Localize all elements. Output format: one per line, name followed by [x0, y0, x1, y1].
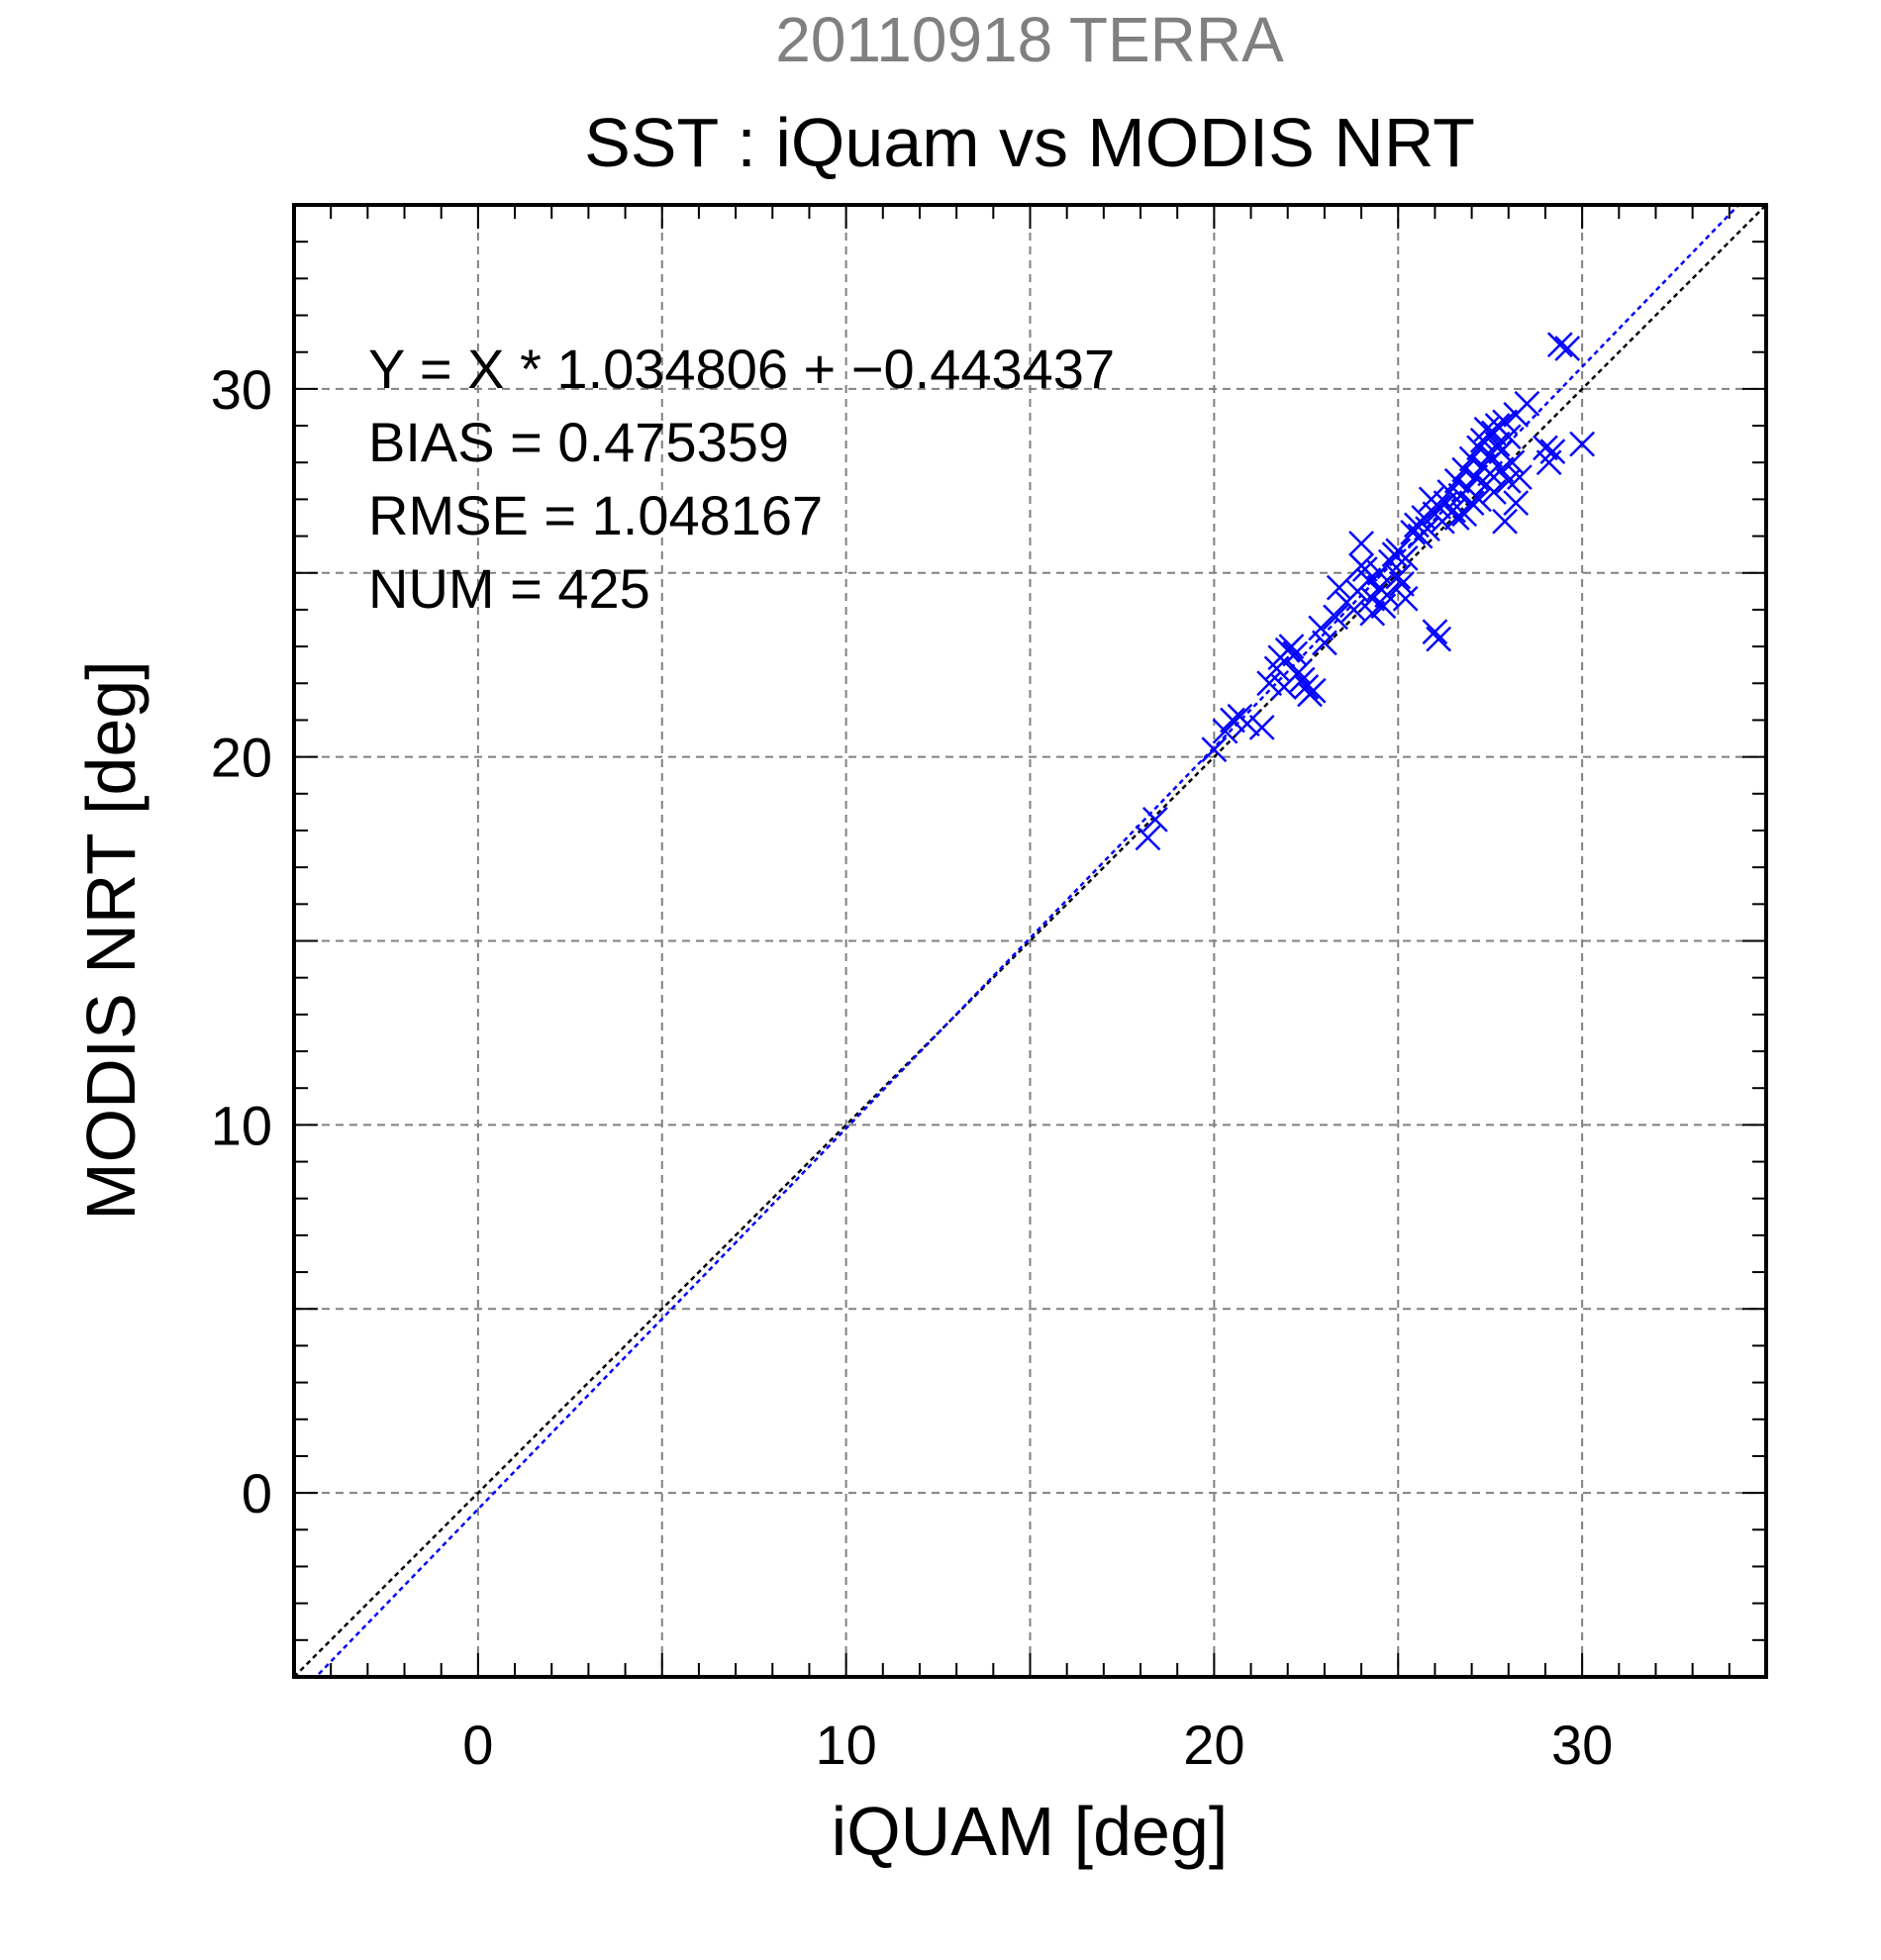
data-point: [1451, 456, 1478, 483]
data-point: [1503, 490, 1530, 517]
data-point: [1278, 634, 1305, 659]
data-point: [1348, 531, 1374, 556]
data-point: [1256, 670, 1283, 697]
chart-subtitle: 20110918 TERRA: [775, 4, 1284, 75]
y-axis-label: MODIS NRT [deg]: [72, 660, 149, 1220]
data-point: [1312, 630, 1337, 656]
data-point: [1462, 464, 1489, 490]
data-point: [1488, 456, 1515, 483]
data-point: [1546, 332, 1573, 358]
data-point: [1507, 464, 1533, 490]
data-point: [1569, 431, 1596, 457]
data-point: [1400, 519, 1427, 545]
data-point: [1499, 449, 1526, 476]
data-point: [1492, 409, 1518, 436]
stats-num: NUM = 425: [368, 557, 650, 620]
data-point: [1533, 435, 1558, 461]
grid: [294, 205, 1766, 1677]
data-point: [1285, 659, 1312, 686]
data-point: [1426, 493, 1452, 520]
data-point: [1539, 439, 1566, 464]
data-point: [1359, 600, 1386, 627]
y-tick-label: 10: [211, 1094, 272, 1156]
x-tick-label: 30: [1551, 1714, 1613, 1776]
stats-rmse: RMSE = 1.048167: [368, 484, 823, 546]
chart-title: SST : iQuam vs MODIS NRT: [584, 104, 1475, 181]
data-point: [1443, 467, 1470, 494]
data-point: [1415, 516, 1440, 542]
data-point: [1308, 615, 1335, 641]
y-tick-labels: 0 10 20 30: [211, 358, 272, 1524]
data-point: [1135, 825, 1161, 851]
y-tick-label: 30: [211, 358, 272, 421]
data-point: [1300, 677, 1327, 704]
data-point: [1426, 626, 1452, 652]
data-point: [1201, 736, 1228, 763]
data-point: [1514, 390, 1540, 417]
y-tick-label: 0: [242, 1462, 272, 1524]
x-tick-label: 20: [1183, 1714, 1244, 1776]
regression-line: [314, 205, 1740, 1677]
data-point: [1554, 336, 1581, 361]
data-point: [1385, 563, 1412, 590]
data-point: [1220, 707, 1245, 734]
data-point: [1323, 604, 1348, 631]
stats-bias: BIAS = 0.475359: [368, 411, 789, 473]
reference-lines: [294, 205, 1766, 1677]
x-axis-label: iQUAM [deg]: [832, 1793, 1229, 1870]
data-point: [1481, 479, 1507, 505]
data-point: [1492, 508, 1518, 535]
data-point: [1495, 424, 1522, 450]
stats-regression: Y = X * 1.034806 + −0.443437: [368, 338, 1115, 400]
data-point: [1422, 619, 1448, 645]
data-point: [1389, 571, 1415, 597]
x-tick-label: 10: [815, 1714, 876, 1776]
data-point: [1377, 548, 1404, 575]
x-tick-label: 0: [462, 1714, 493, 1776]
data-point: [1248, 715, 1275, 740]
x-tick-labels: 0 10 20 30: [462, 1714, 1613, 1776]
data-point: [1466, 486, 1492, 513]
data-point: [1234, 711, 1260, 737]
axis-ticks: [293, 204, 1767, 1678]
data-point: [1458, 490, 1485, 517]
data-point: [1392, 585, 1419, 612]
data-point: [1392, 544, 1419, 571]
stats-block: Y = X * 1.034806 + −0.443437 BIAS = 0.47…: [368, 338, 1115, 620]
data-point: [1142, 806, 1168, 833]
data-point: [1293, 674, 1320, 700]
data-points: [1135, 332, 1596, 851]
plot-frame: [292, 203, 1768, 1679]
y-tick-label: 20: [211, 727, 272, 789]
data-point: [1484, 431, 1511, 457]
